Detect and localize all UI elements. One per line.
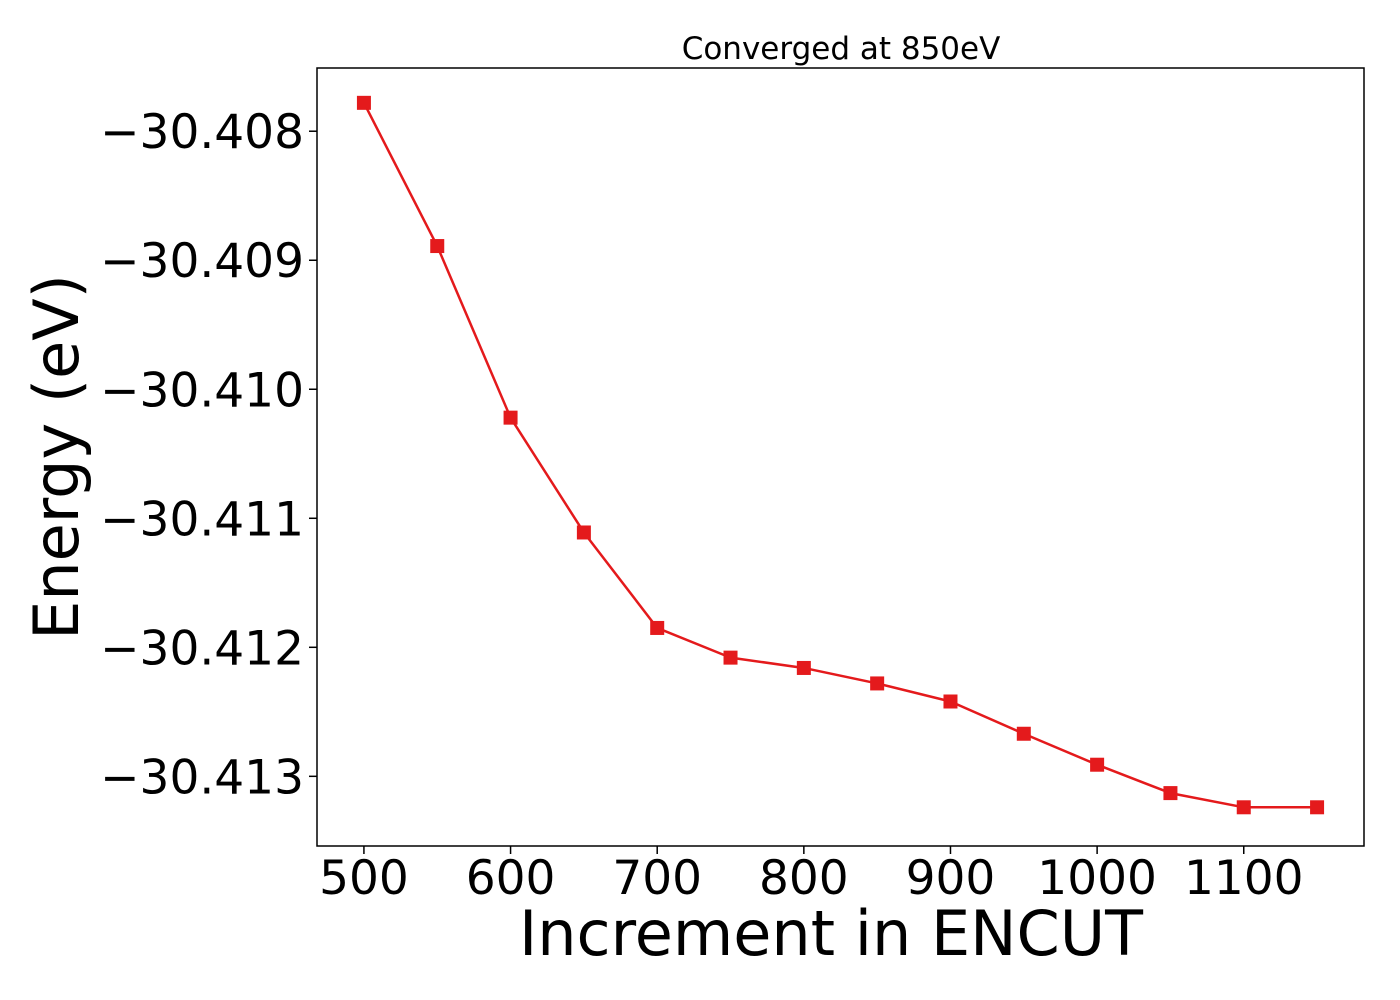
plot-frame [316, 67, 1365, 847]
x-axis-ticks: 500 600 700 800 900 1000 1100 [319, 846, 1304, 906]
data-point-marker [356, 95, 371, 110]
y-tick-label: −30.408 [100, 105, 304, 160]
x-tick-label: 700 [612, 851, 702, 906]
series-line [362, 102, 1318, 809]
y-tick-label: −30.413 [100, 750, 304, 805]
data-point-marker [870, 676, 885, 691]
x-tick-label: 1000 [1037, 851, 1157, 906]
data-point-marker [796, 660, 811, 675]
data-point-marker [1090, 757, 1105, 772]
y-tick-label: −30.412 [100, 621, 304, 676]
chart-title: Converged at 850eV [682, 31, 1001, 67]
data-point-marker [430, 239, 445, 254]
y-axis-ticks: −30.408 −30.409 −30.410 −30.411 −30.412 −30.4… [100, 105, 317, 805]
y-axis-label: Energy (eV) [20, 274, 93, 640]
data-point-marker [1236, 800, 1251, 815]
x-tick-label: 800 [759, 851, 849, 906]
data-point-marker [503, 410, 518, 425]
x-tick-label: 1100 [1184, 851, 1304, 906]
data-point-marker [576, 525, 591, 540]
data-point-marker [723, 650, 738, 665]
data-point-marker [943, 694, 958, 709]
data-point-marker [1163, 786, 1178, 801]
x-axis-label: Increment in ENCUT [519, 897, 1144, 970]
series-layer [356, 95, 1325, 815]
y-tick-label: −30.409 [100, 234, 304, 289]
x-tick-label: 500 [319, 851, 409, 906]
data-point-marker [650, 620, 665, 635]
x-tick-label: 900 [906, 851, 996, 906]
data-point-marker [1016, 726, 1031, 741]
y-tick-label: −30.410 [100, 363, 304, 418]
data-point-marker [1310, 800, 1325, 815]
x-tick-label: 600 [466, 851, 556, 906]
y-tick-label: −30.411 [100, 492, 304, 547]
